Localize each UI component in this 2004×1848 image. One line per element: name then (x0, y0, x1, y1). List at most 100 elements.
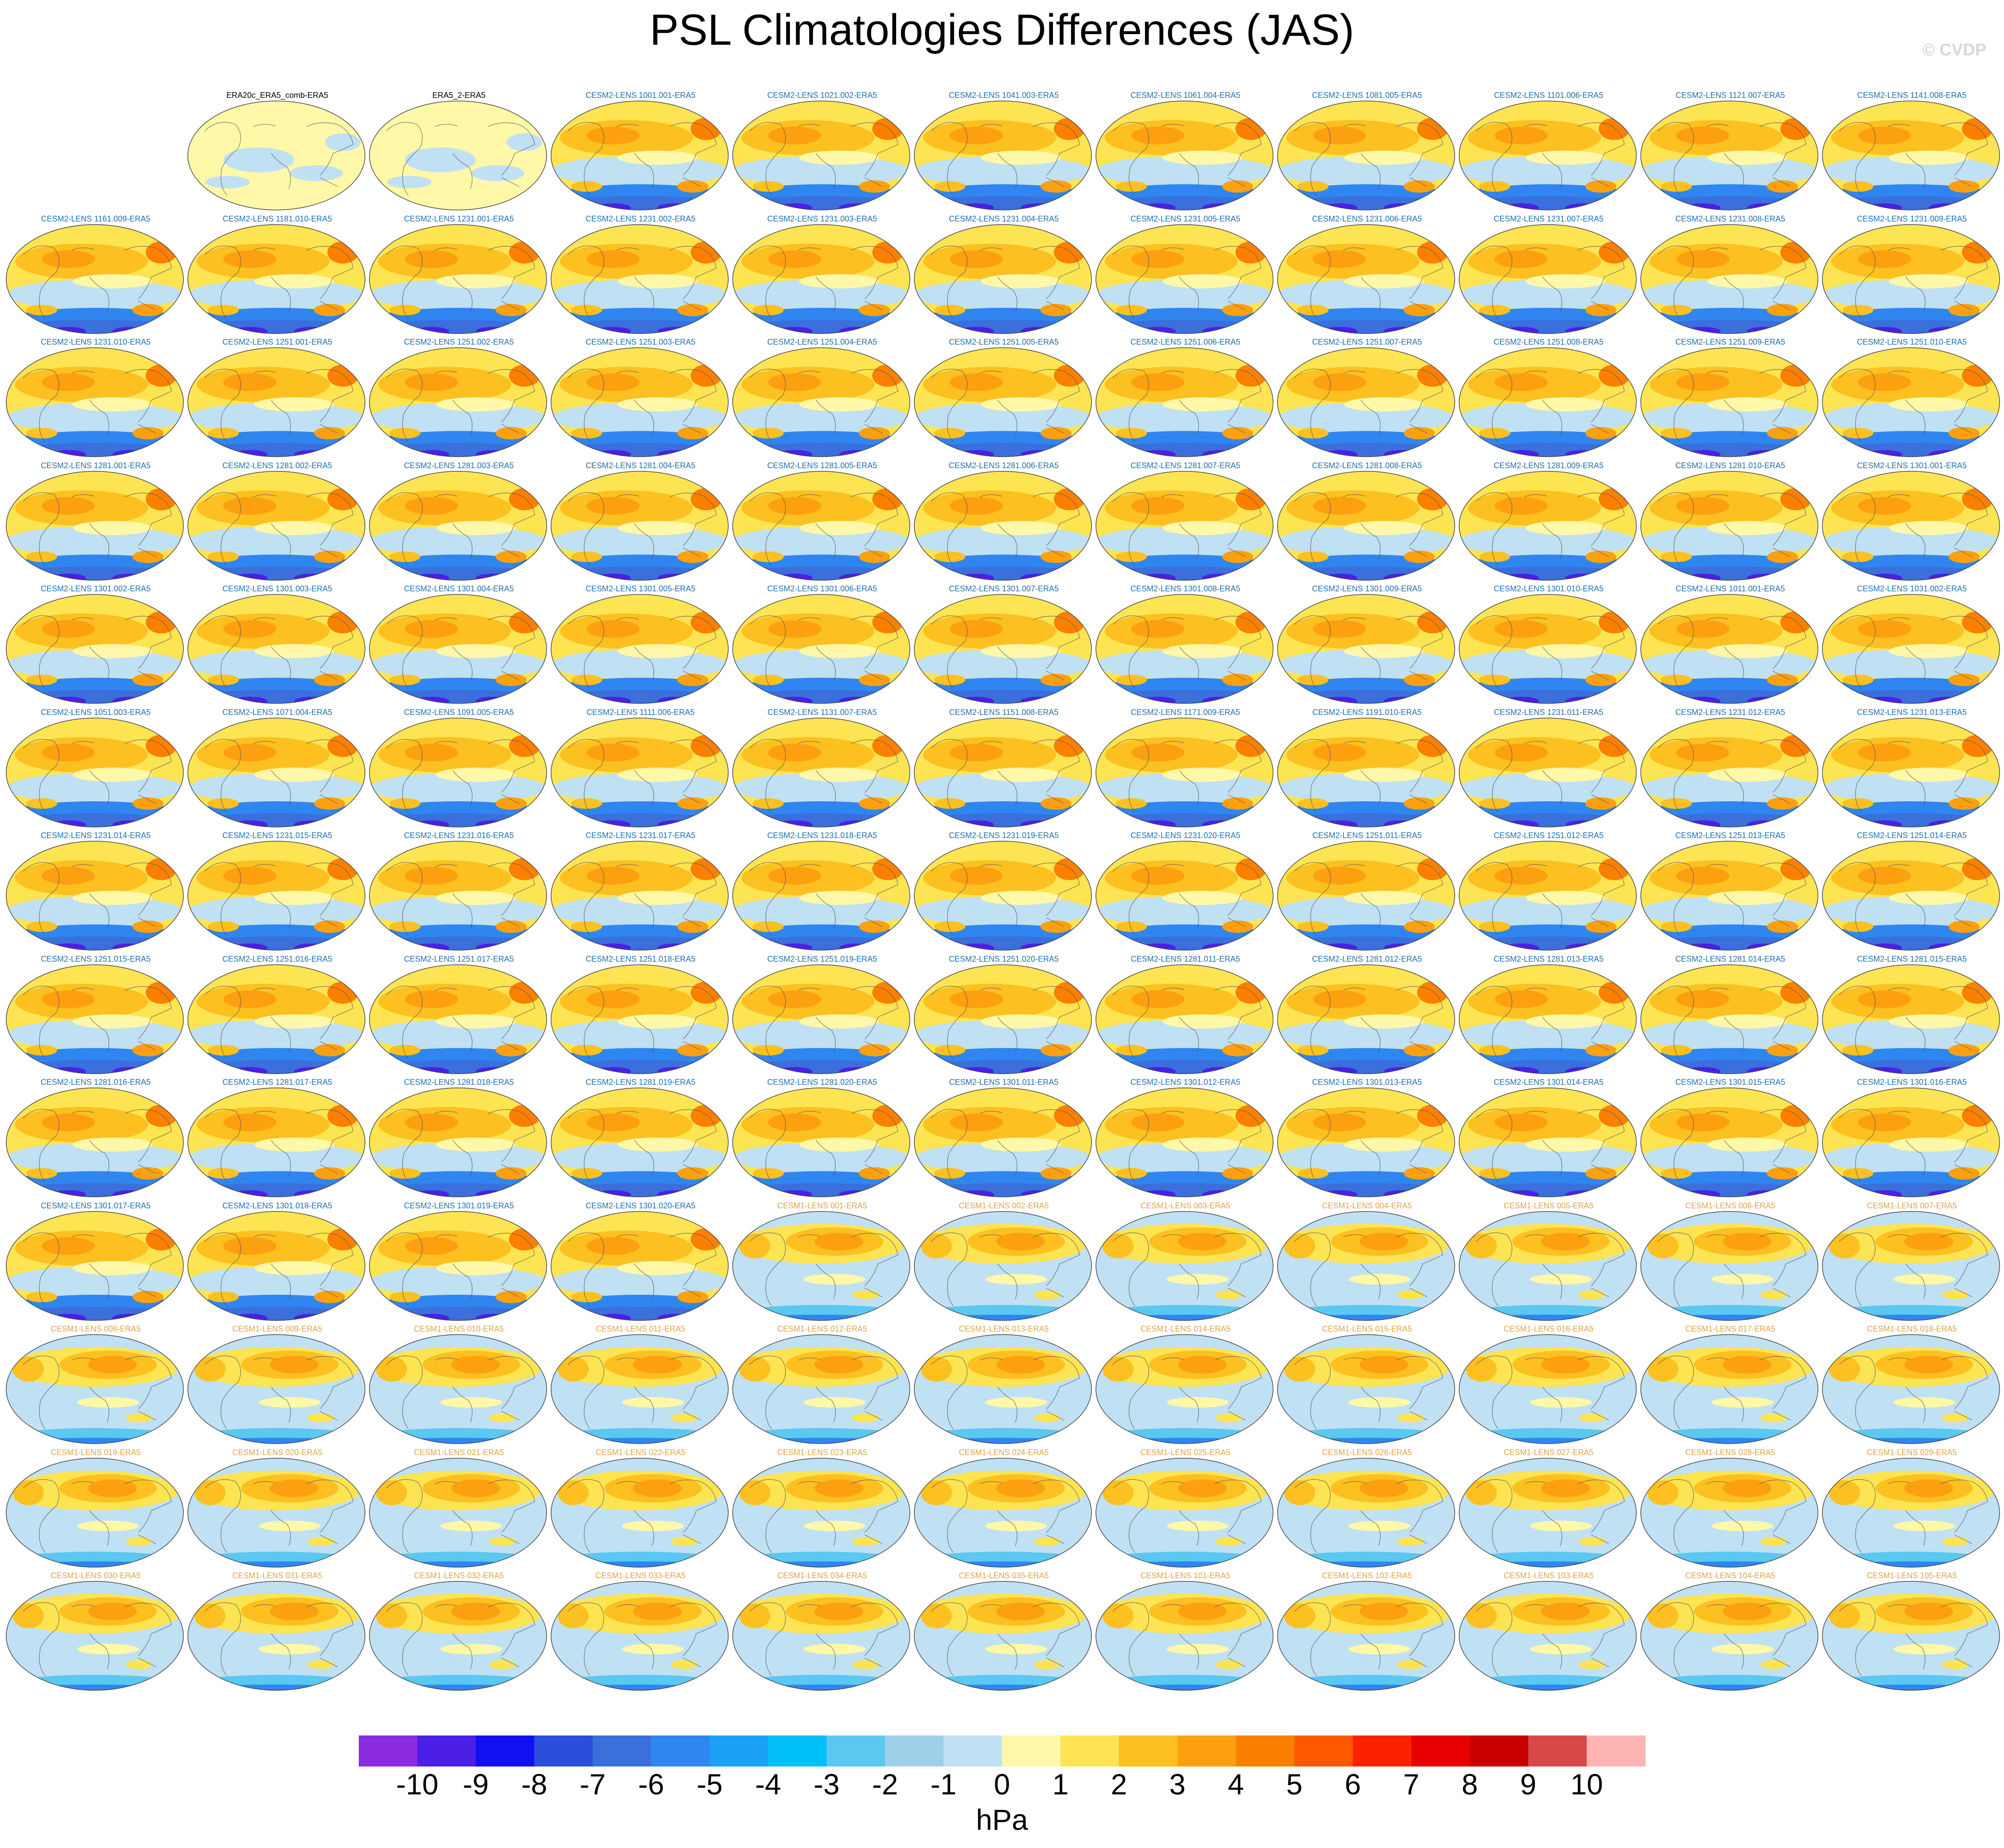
coastline (1046, 1164, 1064, 1174)
coastline (1179, 1510, 1199, 1546)
colorbar-swatch (359, 1735, 418, 1766)
colorbar-tick-label: -10 (396, 1768, 439, 1801)
south-atlantic-positive (852, 1413, 879, 1422)
map-panel: CESM2-LENS 1031.002-ERA5 (1821, 584, 2002, 707)
coastline (1360, 646, 1381, 683)
coastline (634, 523, 654, 559)
tropical-weak-band (436, 397, 516, 412)
south-atlantic-positive (1222, 427, 1253, 439)
atlantic-positive (558, 1480, 589, 1505)
coastline (749, 1355, 786, 1429)
coastline (501, 1164, 520, 1174)
coastline (1476, 615, 1512, 689)
map-panel: CESM2-LENS 1281.020-ERA5 (732, 1077, 913, 1200)
tropical-negative-band (1278, 649, 1455, 679)
coastline (1524, 1357, 1547, 1361)
map-panel: CESM1-LENS 024-ERA5 (913, 1448, 1094, 1571)
coastline (1227, 917, 1246, 927)
panel-title: CESM2-LENS 1251.002-ERA5 (404, 338, 514, 346)
tropical-weak-band (1889, 891, 1969, 905)
map-field (187, 1334, 365, 1444)
coastline (452, 523, 473, 559)
coastline (23, 615, 59, 689)
south-atlantic-positive (307, 1660, 334, 1669)
coastline (1409, 1534, 1428, 1544)
southern-ocean-deep-negative (1822, 690, 2000, 703)
coastline (253, 1481, 276, 1484)
map-field (1459, 347, 1637, 457)
panel-title: CESM2-LENS 1081.005-ERA5 (1312, 91, 1422, 100)
map-panel: CESM1-LENS 035-ERA5 (913, 1571, 1094, 1694)
colorbar-swatch (417, 1735, 476, 1766)
tropical-weak-band (981, 520, 1060, 535)
map-border (1277, 1211, 1455, 1321)
coastline (319, 1658, 338, 1667)
map-field (551, 1581, 729, 1691)
map-field (187, 717, 365, 827)
coastline (1214, 616, 1262, 669)
coastline (634, 1263, 654, 1299)
tropical-weak-band (618, 644, 697, 658)
map-field (1095, 964, 1274, 1074)
coastline (488, 122, 535, 176)
colorbar-swatch (1587, 1735, 1646, 1766)
south-atlantic-positive (496, 427, 527, 439)
map-field (1640, 1457, 1818, 1568)
tropical-weak-band (1167, 1644, 1229, 1654)
tropical-negative-band (1641, 156, 1818, 186)
coastline (501, 794, 520, 804)
pacific-positive-core (1131, 373, 1185, 391)
coastline (1046, 917, 1064, 927)
southern-ocean-deep-negative (1278, 936, 1455, 950)
panel-title: CESM2-LENS 1231.019-ERA5 (948, 831, 1059, 840)
pacific-positive-core (768, 1114, 821, 1131)
tropical-negative-band (1096, 1143, 1273, 1173)
south-pacific-positive (208, 1044, 239, 1056)
coastline (1706, 1357, 1729, 1361)
map-field (914, 1457, 1092, 1568)
map-field (187, 964, 365, 1074)
tropical-weak-band (1707, 1014, 1787, 1029)
coastline (271, 1386, 291, 1423)
coastline (1294, 738, 1331, 812)
panel-title: CESM2-LENS 1281.003-ERA5 (404, 461, 514, 470)
map-field (1640, 717, 1818, 827)
coastline (1887, 864, 1911, 867)
tropical-weak-band (985, 1397, 1047, 1408)
south-atlantic-positive (132, 1044, 163, 1056)
southern-ocean-deep-negative (1278, 690, 1455, 703)
panel-title: CESM2-LENS 1231.005-ERA5 (1130, 214, 1241, 223)
map-border (1640, 1581, 1818, 1691)
pacific-positive-core (1495, 497, 1548, 515)
map-field (732, 1087, 910, 1197)
pacific-positive-core (1676, 743, 1729, 761)
tropical-weak-band (622, 1644, 684, 1654)
map-field (1822, 1211, 2000, 1321)
coastline (1343, 987, 1366, 991)
coastline (89, 893, 109, 929)
coastline (864, 300, 883, 311)
coastline (1360, 1510, 1381, 1546)
tropical-negative-band (1822, 279, 2000, 310)
map-field (1640, 964, 1818, 1074)
south-pacific-positive (1479, 1168, 1510, 1179)
map-border (732, 224, 910, 334)
map-panel: CESM2-LENS 1301.017-ERA5 (5, 1201, 186, 1324)
coastline (488, 862, 535, 916)
southern-ocean-deep-negative (551, 319, 728, 334)
tropical-negative-band (1278, 156, 1455, 186)
coastline (488, 1109, 535, 1163)
map-panel: CESM2-LENS 1231.016-ERA5 (369, 831, 549, 954)
coastline (616, 247, 639, 251)
map-border (1822, 1334, 2000, 1444)
panel-title: CESM1-LENS 102-ERA5 (1322, 1571, 1412, 1580)
south-atlantic-positive (859, 674, 890, 686)
coastline (271, 1140, 291, 1176)
tropical-negative-band (369, 773, 547, 803)
atlantic-positive (1647, 1357, 1678, 1382)
map-panel: CESM1-LENS 004-ERA5 (1277, 1201, 1457, 1324)
coastline (979, 1481, 1002, 1484)
panel-title: CESM2-LENS 1301.008-ERA5 (1130, 584, 1241, 593)
coastline (1772, 547, 1791, 557)
map-panel: CESM1-LENS 020-ERA5 (187, 1448, 368, 1571)
